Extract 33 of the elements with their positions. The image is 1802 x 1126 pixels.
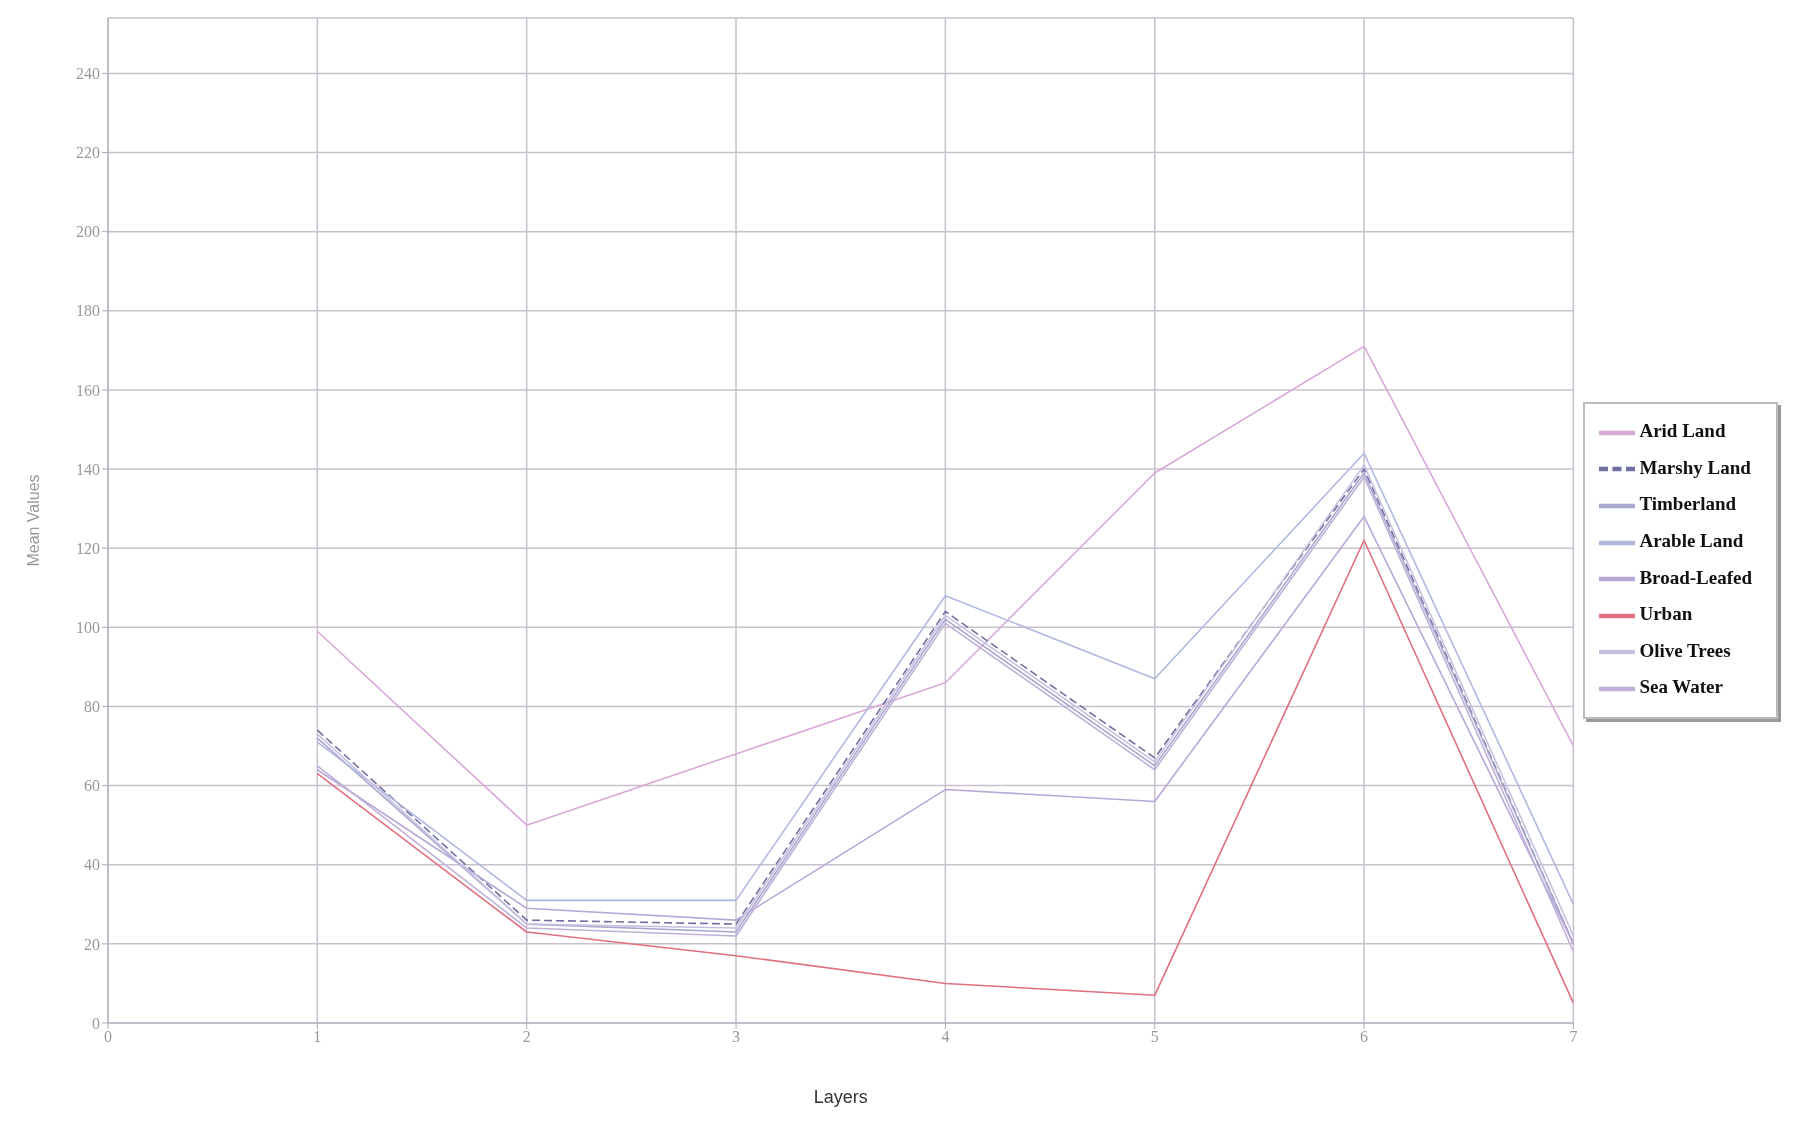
y-tick-label: 100 [76, 619, 100, 637]
y-tick-label: 40 [84, 856, 100, 874]
y-axis-title: Mean Values [24, 474, 42, 567]
y-tick-label: 120 [76, 539, 100, 557]
y-tick-label: 60 [84, 777, 100, 795]
legend-label: Broad-Leafed [1639, 566, 1752, 588]
x-tick-label: 3 [732, 1028, 741, 1046]
x-tick-label: 6 [1360, 1028, 1369, 1046]
x-tick-label: 1 [313, 1028, 322, 1046]
x-tick-label: 0 [104, 1028, 112, 1046]
legend-label: Arable Land [1639, 529, 1744, 551]
x-tick-label: 2 [522, 1028, 531, 1046]
line-series [316, 539, 1574, 1005]
y-tick-label: 240 [76, 65, 100, 83]
legend-label: Timberland [1639, 493, 1737, 515]
x-tick-label: 5 [1150, 1028, 1159, 1046]
legend-label: Sea Water [1639, 676, 1723, 698]
x-tick-label: 4 [941, 1028, 950, 1046]
y-tick-label: 20 [84, 935, 100, 953]
y-tick-label: 180 [76, 302, 100, 320]
y-tick-label: 200 [76, 223, 100, 241]
y-tick-label: 80 [84, 698, 100, 716]
x-axis-title: Layers [813, 1087, 868, 1107]
legend-label: Arid Land [1639, 419, 1726, 441]
legend-label: Urban [1639, 603, 1693, 625]
y-tick-label: 0 [92, 1014, 100, 1032]
y-tick-label: 220 [76, 144, 100, 162]
y-tick-label: 160 [76, 381, 100, 399]
x-tick-label: 7 [1569, 1028, 1578, 1046]
y-tick-label: 140 [76, 460, 100, 478]
legend-label: Marshy Land [1639, 456, 1751, 478]
line-series [316, 345, 1574, 826]
legend-label: Olive Trees [1639, 639, 1731, 661]
